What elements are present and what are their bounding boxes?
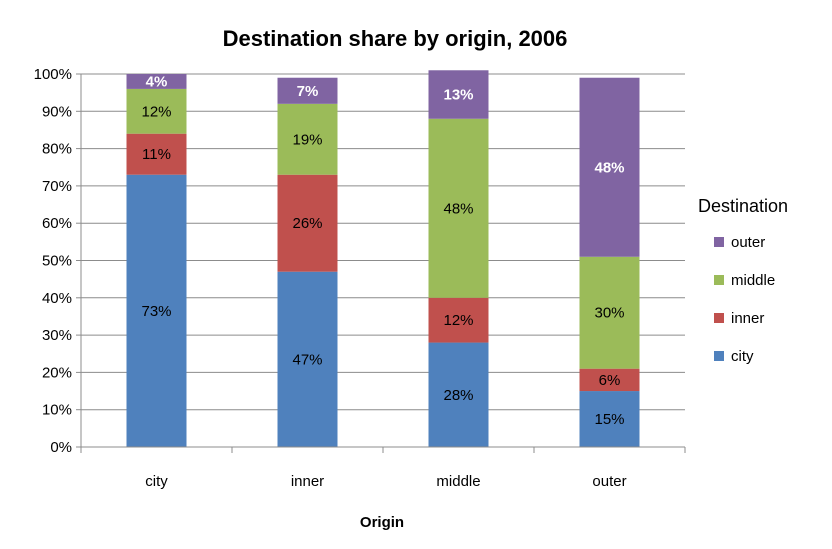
data-label: 4%: [146, 73, 168, 90]
bar-segment-outer: [126, 74, 187, 89]
data-label: 28%: [443, 387, 473, 404]
bar-segment-outer: [579, 77, 640, 257]
data-label: 30%: [594, 305, 624, 322]
legend-label-inner: inner: [731, 310, 764, 327]
bar-segment-outer: [428, 70, 489, 119]
bar-segment-outer: [277, 77, 338, 104]
data-label: 19%: [292, 131, 322, 148]
legend-label-city: city: [731, 348, 754, 365]
y-tick-label: 40%: [42, 290, 72, 307]
data-label: 11%: [142, 146, 171, 163]
legend: outer middle inner city: [714, 234, 775, 365]
bar-segment-city: [277, 271, 338, 447]
data-label: 15%: [594, 411, 624, 428]
legend-swatch-city: [714, 351, 724, 361]
y-tick-label: 30%: [42, 327, 72, 344]
data-label: 12%: [443, 312, 473, 329]
bars: 73% 11% 12% 4% 47% 26% 19% 7% 28% 12% 48% 13% 15% 6% 3…: [126, 70, 640, 447]
data-label: 48%: [443, 200, 473, 217]
x-tick-label: middle: [436, 473, 480, 490]
axes: 0% 10% 20% 30% 40% 50% 60% 70% 80% 90% 100% city inn…: [34, 66, 686, 490]
data-label: 7%: [297, 83, 319, 100]
bar-segment-middle: [277, 103, 338, 175]
data-label: 47%: [292, 351, 322, 368]
x-axis-title: Origin: [360, 514, 404, 531]
legend-swatch-inner: [714, 313, 724, 323]
data-label: 6%: [599, 372, 621, 389]
x-tick-label: outer: [592, 473, 626, 490]
bar-segment-inner: [428, 297, 489, 343]
bar-segment-city: [126, 174, 187, 447]
x-tick-label: inner: [291, 473, 324, 490]
bar-segment-middle: [126, 88, 187, 134]
bar-segment-city: [579, 391, 640, 447]
bar-segment-city: [428, 342, 489, 447]
data-label: 12%: [141, 103, 171, 120]
legend-label-middle: middle: [731, 272, 775, 289]
data-label: 13%: [443, 87, 473, 104]
y-tick-label: 0%: [50, 439, 72, 456]
legend-swatch-outer: [714, 237, 724, 247]
bar-segment-inner: [579, 368, 640, 392]
y-tick-label: 10%: [42, 402, 72, 419]
legend-swatch-middle: [714, 275, 724, 285]
y-tick-label: 80%: [42, 141, 72, 158]
chart-title: Destination share by origin, 2006: [223, 26, 568, 51]
y-tick-label: 90%: [42, 103, 72, 120]
data-label: 26%: [292, 215, 322, 232]
legend-label-outer: outer: [731, 234, 765, 251]
bar-segment-middle: [428, 118, 489, 298]
legend-title: Destination: [698, 196, 788, 216]
data-label: 48%: [594, 159, 624, 176]
y-tick-label: 100%: [34, 66, 72, 83]
x-tick-label: city: [145, 473, 168, 490]
bar-segment-middle: [579, 256, 640, 369]
bar-segment-inner: [126, 133, 187, 175]
bar-segment-inner: [277, 174, 338, 272]
y-tick-label: 50%: [42, 253, 72, 270]
y-tick-label: 70%: [42, 178, 72, 195]
y-tick-label: 60%: [42, 215, 72, 232]
data-label: 73%: [141, 303, 171, 320]
y-tick-label: 20%: [42, 364, 72, 381]
